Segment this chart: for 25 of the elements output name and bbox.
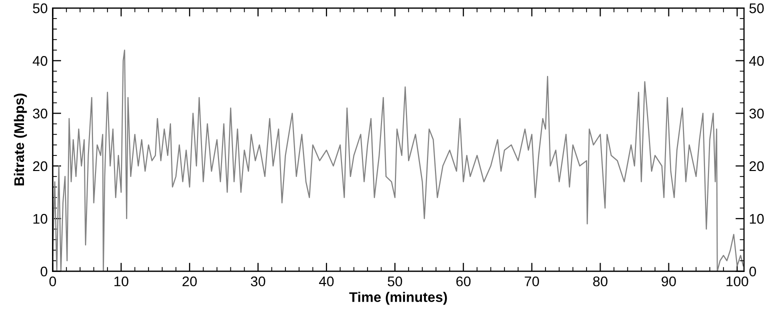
- x-tick-label: 90: [662, 276, 676, 286]
- x-tick-label: 30: [250, 276, 266, 286]
- y2-tick-label: 30: [749, 108, 764, 118]
- x-tick-label: 0: [49, 276, 56, 286]
- x-tick-label: 40: [319, 276, 334, 286]
- y2-tick-label: 40: [749, 56, 764, 66]
- y-axis-title: Bitrate (Mbps): [14, 94, 27, 186]
- y2-tick-label: 20: [750, 161, 764, 172]
- x-tick-label: 70: [524, 276, 539, 286]
- x-tick-label: 80: [593, 276, 608, 286]
- y-tick-label: 20: [33, 161, 48, 172]
- y-tick-label: 10: [33, 214, 48, 224]
- y2-tick-label: 0: [749, 266, 756, 276]
- y-tick-label: 0: [40, 266, 48, 276]
- x-tick-label: 50: [388, 276, 402, 286]
- y2-tick-label: 10: [750, 214, 764, 224]
- y-tick-label: 30: [32, 108, 48, 118]
- y2-tick-label: 50: [749, 3, 764, 14]
- y-tick-label: 40: [32, 56, 48, 66]
- x-axis-title: Time (minutes): [349, 292, 447, 305]
- x-tick-label: 20: [182, 276, 197, 286]
- x-tick-label: 100: [726, 276, 748, 286]
- x-tick-label: 10: [114, 276, 128, 286]
- y-tick-label: 50: [32, 3, 48, 14]
- x-tick-label: 60: [456, 276, 471, 286]
